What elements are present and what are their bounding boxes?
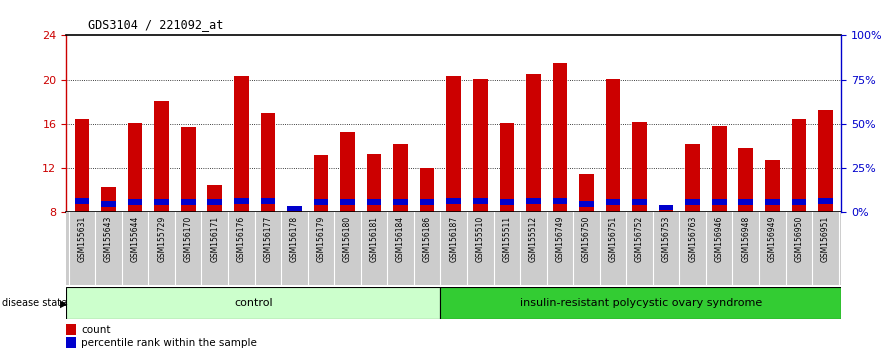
Bar — [314, 155, 329, 212]
Text: GSM156179: GSM156179 — [316, 216, 325, 262]
Bar — [420, 199, 434, 205]
Bar — [393, 144, 408, 212]
Bar — [633, 122, 647, 212]
Bar — [420, 168, 434, 212]
Text: GSM156949: GSM156949 — [768, 216, 777, 262]
Bar — [128, 123, 143, 212]
Bar — [633, 199, 647, 205]
Bar — [738, 148, 753, 212]
Text: GSM156948: GSM156948 — [741, 216, 751, 262]
Text: GSM156184: GSM156184 — [396, 216, 405, 262]
Bar — [791, 120, 806, 212]
Bar — [765, 160, 780, 212]
Bar — [393, 199, 408, 205]
Text: insulin-resistant polycystic ovary syndrome: insulin-resistant polycystic ovary syndr… — [520, 298, 762, 308]
Text: control: control — [234, 298, 272, 308]
Text: GSM156171: GSM156171 — [211, 216, 219, 262]
Bar — [606, 199, 620, 205]
Text: GSM155644: GSM155644 — [130, 216, 139, 262]
Bar — [287, 206, 301, 211]
Bar — [447, 198, 461, 204]
Bar — [685, 199, 700, 205]
Bar — [101, 187, 116, 212]
Text: GSM156177: GSM156177 — [263, 216, 272, 262]
Bar — [181, 127, 196, 212]
Bar — [154, 199, 169, 205]
Bar — [366, 199, 381, 205]
Bar — [765, 199, 780, 205]
Bar — [66, 324, 76, 335]
Text: GDS3104 / 221092_at: GDS3104 / 221092_at — [88, 18, 224, 31]
Bar — [75, 198, 89, 204]
Text: GSM156187: GSM156187 — [449, 216, 458, 262]
Text: percentile rank within the sample: percentile rank within the sample — [81, 338, 257, 348]
Text: GSM156181: GSM156181 — [369, 216, 379, 262]
Bar — [234, 76, 248, 212]
Bar — [818, 109, 833, 212]
Text: GSM155512: GSM155512 — [529, 216, 538, 262]
Bar — [712, 199, 727, 205]
Bar — [526, 198, 541, 204]
Bar — [552, 63, 567, 212]
Text: GSM156750: GSM156750 — [582, 216, 591, 262]
Text: GSM156752: GSM156752 — [635, 216, 644, 262]
Bar — [128, 199, 143, 205]
Bar — [606, 79, 620, 212]
Text: GSM155510: GSM155510 — [476, 216, 485, 262]
Bar — [261, 198, 275, 204]
Bar — [181, 199, 196, 205]
Bar — [818, 198, 833, 204]
Bar — [101, 201, 116, 207]
Text: GSM156749: GSM156749 — [555, 216, 565, 262]
Bar — [526, 74, 541, 212]
Bar — [261, 113, 275, 212]
Text: GSM156180: GSM156180 — [343, 216, 352, 262]
Text: GSM156946: GSM156946 — [714, 216, 723, 262]
FancyBboxPatch shape — [66, 287, 440, 319]
Text: GSM155511: GSM155511 — [502, 216, 511, 262]
Bar — [366, 154, 381, 212]
Bar — [473, 198, 487, 204]
Text: GSM156186: GSM156186 — [423, 216, 432, 262]
Bar — [500, 123, 515, 212]
Bar — [791, 199, 806, 205]
Text: GSM155643: GSM155643 — [104, 216, 113, 262]
Text: GSM156170: GSM156170 — [184, 216, 193, 262]
Bar — [154, 101, 169, 212]
Bar — [659, 205, 673, 210]
Bar — [552, 198, 567, 204]
Text: count: count — [81, 325, 111, 335]
Bar — [473, 79, 487, 212]
FancyBboxPatch shape — [440, 287, 841, 319]
Bar — [287, 207, 301, 212]
Bar — [712, 126, 727, 212]
Bar — [340, 199, 355, 205]
Bar — [685, 144, 700, 212]
Bar — [75, 120, 89, 212]
Text: GSM156763: GSM156763 — [688, 216, 697, 262]
Bar — [447, 76, 461, 212]
Bar — [207, 185, 222, 212]
Text: GSM155631: GSM155631 — [78, 216, 86, 262]
Text: GSM156951: GSM156951 — [821, 216, 830, 262]
Text: disease state: disease state — [2, 298, 67, 308]
Bar — [66, 337, 76, 348]
Bar — [340, 132, 355, 212]
Text: GSM156950: GSM156950 — [795, 216, 803, 262]
Bar — [579, 174, 594, 212]
Bar — [659, 207, 673, 212]
Bar — [314, 199, 329, 205]
Text: GSM155729: GSM155729 — [157, 216, 167, 262]
Text: GSM156753: GSM156753 — [662, 216, 670, 262]
Bar — [579, 201, 594, 207]
Bar — [738, 199, 753, 205]
Bar — [234, 198, 248, 204]
Bar — [500, 199, 515, 205]
Text: GSM156178: GSM156178 — [290, 216, 299, 262]
Text: GSM156751: GSM156751 — [609, 216, 618, 262]
Text: GSM156176: GSM156176 — [237, 216, 246, 262]
Text: ▶: ▶ — [60, 299, 68, 309]
Bar — [207, 199, 222, 205]
